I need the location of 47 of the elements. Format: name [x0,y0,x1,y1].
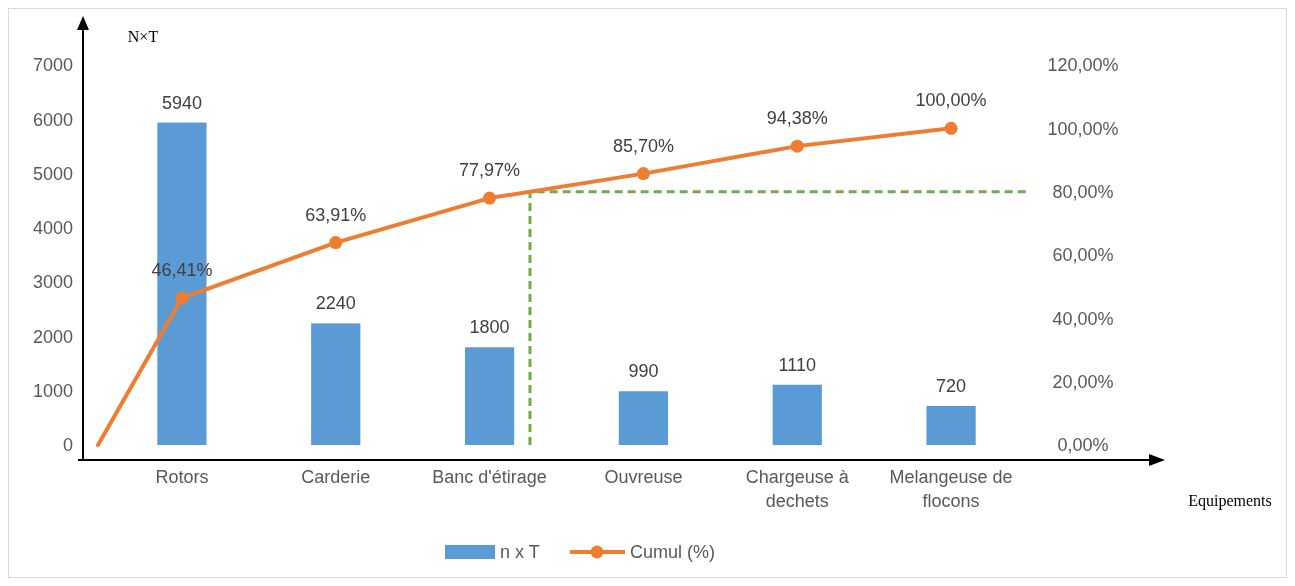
y2-tick-label: 100,00% [1047,118,1119,139]
data-label: 5940 [161,92,202,113]
y2-tick-label: 60,00% [1052,245,1114,266]
data-label: 720 [936,375,967,396]
y-axis-title: N×T [127,28,159,45]
legend-label: n x T [500,542,540,562]
point [944,121,958,135]
point [636,167,650,181]
x-axis-title: Equipements [1188,492,1272,510]
data-label: 94,38% [766,108,828,129]
y2-tick-label: 80,00% [1052,181,1114,202]
data-label: 85,70% [612,135,674,156]
x-tick-label: Rotors [155,467,209,487]
y-tick-label: 0 [62,435,73,456]
x-tick-label: Carderie [301,467,371,487]
x-tick-label: Chargeuse à dechets [745,467,850,511]
y-tick-label: 6000 [32,109,73,130]
bar [926,405,976,445]
y-tick-label: 3000 [32,272,73,293]
y-tick-label: 1000 [32,381,73,402]
point [175,291,189,305]
bar [311,323,361,445]
y-tick-label: 4000 [32,218,73,239]
y2-tick-label: 120,00% [1047,55,1119,76]
x-tick-label: Melangeuse de flocons [889,467,1013,511]
data-label: 2240 [315,293,356,314]
y2-tick-label: 20,00% [1052,371,1114,392]
y-tick-label: 2000 [32,326,73,347]
data-label: 1800 [469,317,510,338]
data-label: 63,91% [305,204,367,225]
data-label: 77,97% [459,160,521,181]
bar [618,391,669,445]
point [329,236,343,250]
bar [464,347,515,445]
data-label: 1110 [778,354,816,375]
y-tick-label: 5000 [32,163,73,184]
legend-label: Cumul (%) [630,542,716,562]
point [790,139,804,153]
x-tick-label: Ouvreuse [604,467,683,487]
data-label: 990 [628,361,659,382]
point [483,191,497,205]
y-tick-label: 7000 [32,55,73,76]
data-label: 100,00% [915,90,987,111]
bar [772,384,822,445]
y2-tick-label: 0,00% [1057,435,1109,456]
y2-tick-label: 40,00% [1052,308,1114,329]
x-tick-label: Banc d'étirage [432,467,547,487]
